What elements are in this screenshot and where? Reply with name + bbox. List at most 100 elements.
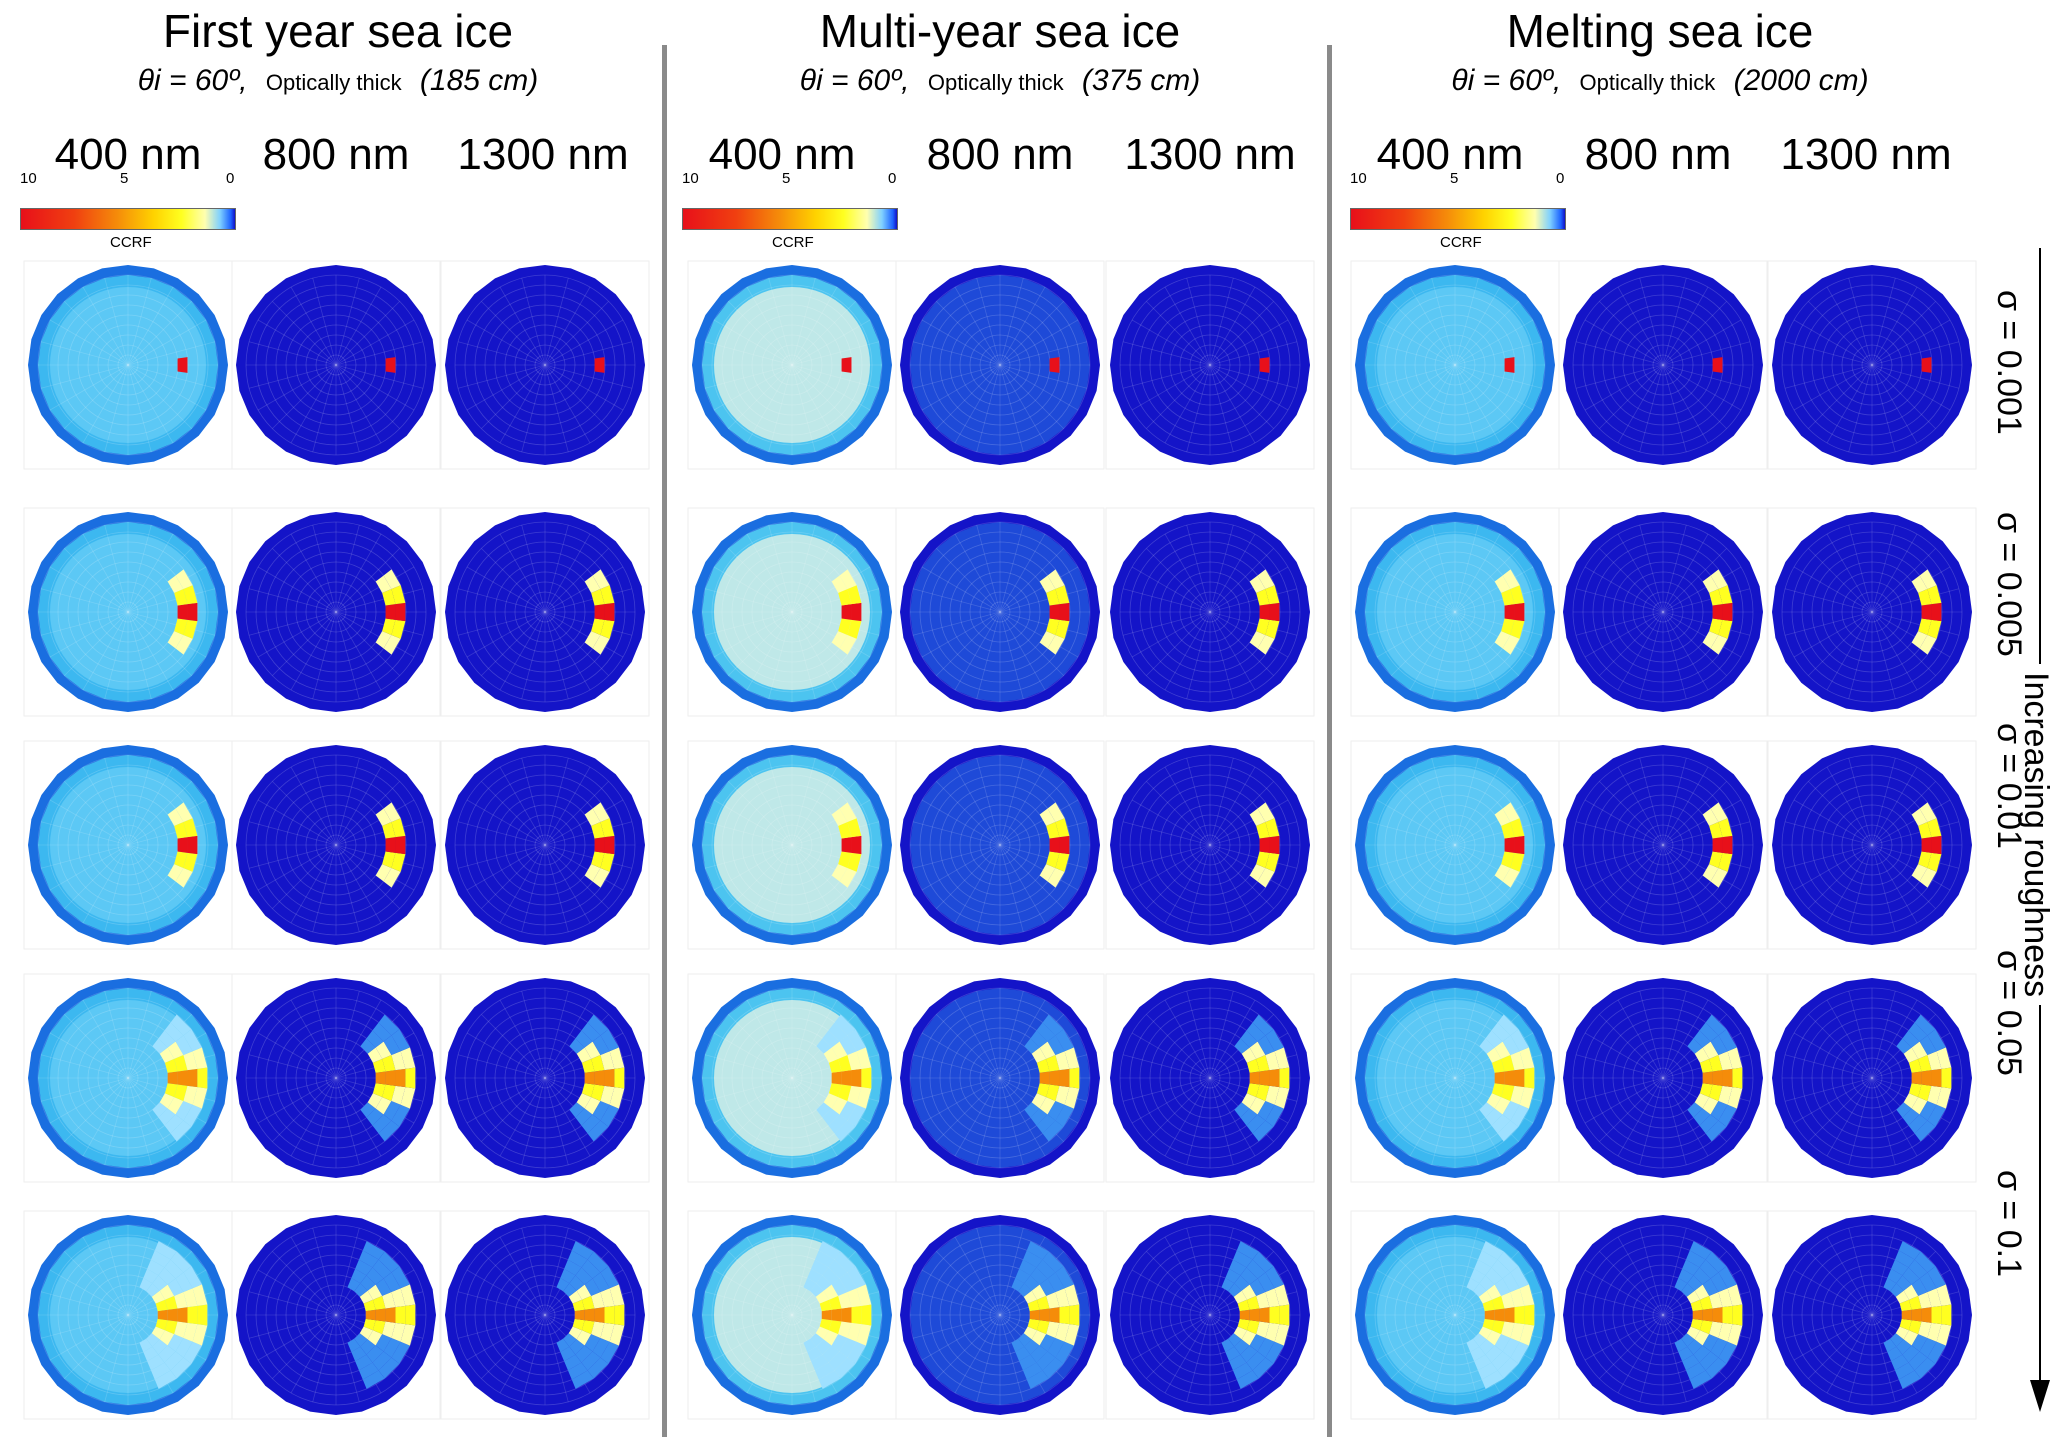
polar-grid-spoke [64,364,129,429]
wavelength-400-my: 400 nm [708,130,856,179]
lobe-cell [367,1093,383,1109]
lobe-cell [151,1290,165,1304]
polar-grid-spoke [82,844,129,924]
polar-grid-spoke [1409,364,1456,444]
polar-grid-spoke [999,277,1024,366]
colorbar-gradient [682,208,898,230]
lobe-cell [1241,1330,1257,1346]
polar-grid-spoke [544,364,591,444]
polar-grid-spoke [457,1314,546,1339]
lobe-cell [155,1299,168,1312]
polar-grid-spoke [1209,1227,1234,1316]
polar-grid-spoke [791,341,880,366]
polar-grid-ring [325,601,347,623]
polar-grid-spoke [290,364,337,444]
polar-grid-spoke [335,286,382,366]
lobe-cell [1228,1333,1242,1347]
group-subtitle-first-year: θi = 60º, Optically thick (185 cm) [38,64,638,98]
lobe-cell [1031,1330,1047,1346]
polar-grid-ring [1572,1224,1754,1406]
polar-grid-spoke [1164,1077,1211,1157]
lobe-cell [1682,1259,1700,1276]
lobe-cell [1239,1309,1250,1321]
polar-grid-spoke [704,1077,793,1102]
polar-grid-ring [305,581,367,643]
lobe-cell [152,1275,168,1291]
lobe-cell [1936,1284,1952,1306]
polar-grid-spoke [921,364,1001,411]
polar-grid-spoke [768,1077,793,1166]
lobe-cell [147,1354,165,1371]
polar-grid-spoke [544,1227,569,1316]
polar-grid-spoke [921,1077,1001,1124]
polar-grid-spoke [791,766,838,846]
polar-grid-spoke [1146,548,1211,613]
polar-grid-spoke [1131,364,1211,411]
polar-grid-spoke [728,844,793,909]
polar-grid-spoke [1584,611,1664,658]
lobe-cell [861,1067,872,1089]
polar-plot-panel [1105,740,1315,950]
polar-grid-ring [1199,1067,1221,1089]
polar-grid-spoke [1617,533,1664,613]
polar-grid-spoke [791,844,816,933]
polar-grid-spoke [127,548,192,613]
lobe-cell [177,357,188,373]
lobe-cell [1257,634,1275,655]
lobe-cell [1689,1241,1712,1260]
lobe-cell [366,1108,384,1126]
polar-plot-panel [687,973,897,1183]
lobe-cell [831,1041,848,1059]
lobe-cell [1039,1097,1056,1115]
lobe-cell [1896,1275,1912,1291]
polar-grid-spoke [1454,999,1501,1079]
polar-grid-ring [1119,754,1301,936]
polar-disk-interior [714,287,870,443]
sigma-label-1: σ = 0.005 [1990,512,2028,657]
polar-grid-spoke [1122,364,1211,389]
lobe-cell [594,1307,605,1323]
lobe-cell [600,1085,615,1105]
lobe-cell [569,1275,585,1291]
polar-grid-spoke [1575,1314,1664,1339]
polar-grid-spoke [1376,1269,1456,1316]
polar-grid-ring [504,571,586,653]
polar-grid-ring [1652,354,1674,376]
lobe-cell [382,589,396,606]
polar-grid-spoke [1209,821,1298,846]
lobe-cell [1491,1083,1505,1098]
lobe-cell [1694,1093,1710,1109]
lobe-cell [1687,1339,1703,1355]
polar-grid-spoke [49,611,129,658]
polar-grid-spoke [1164,286,1211,366]
polar-grid-ring [67,304,189,426]
lobe-cell [847,1341,866,1364]
lobe-cell [581,1022,601,1042]
polar-grid-ring [87,804,169,886]
polar-grid-spoke [335,548,400,613]
polar-grid-spoke [82,1077,129,1157]
polar-grid-spoke [1391,844,1456,909]
polar-grid-spoke [1454,799,1534,846]
lobe-cell [1497,1120,1519,1142]
polar-plot-panel [231,973,441,1183]
lobe-cell [1240,1108,1258,1126]
polar-grid-spoke [1186,844,1211,933]
lobe-cell [192,1284,208,1306]
polar-grid-spoke [999,301,1064,366]
lobe-cell [1055,818,1070,838]
polar-grid-spoke [1367,1291,1456,1316]
polar-grid-spoke [499,999,546,1079]
polar-grid-spoke [1871,844,1918,924]
polar-grid-spoke [954,766,1001,846]
lobe-cell [174,851,188,868]
lobe-cell [1687,1038,1703,1054]
polar-grid-spoke [1146,844,1211,909]
lobe-cell [1485,1108,1503,1126]
lobe-cell [1919,867,1937,888]
lobe-cell [584,1278,601,1296]
polar-grid-spoke [481,301,546,366]
lobe-cell [1055,1029,1074,1052]
lobe-cell [1055,1266,1074,1289]
lobe-cell [1494,575,1511,593]
